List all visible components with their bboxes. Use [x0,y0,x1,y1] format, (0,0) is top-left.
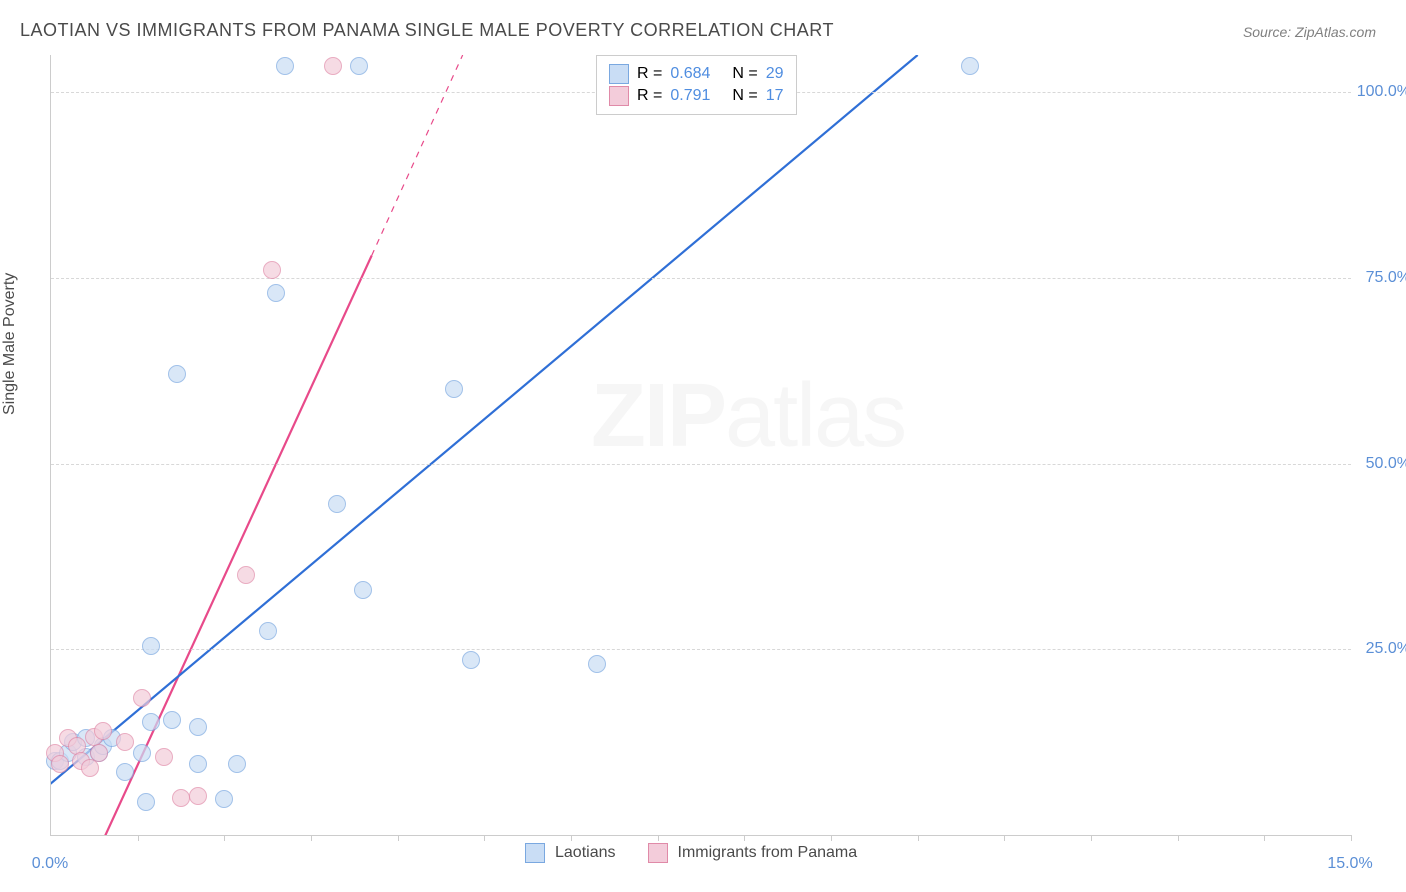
x-tick [658,835,659,841]
data-point-laotians [189,718,207,736]
y-tick-label: 75.0% [1356,269,1406,287]
data-point-panama [94,722,112,740]
legend-row-laotians: R = 0.684N = 29 [609,64,784,84]
x-tick [311,835,312,841]
data-point-laotians [354,581,372,599]
data-point-laotians [142,713,160,731]
x-tick [1004,835,1005,841]
data-point-panama [172,789,190,807]
data-point-laotians [267,284,285,302]
watermark: ZIPatlas [591,365,905,468]
data-point-laotians [462,651,480,669]
x-tick [1264,835,1265,841]
legend-swatch-panama [648,843,668,863]
legend-label-laotians: Laotians [555,844,616,862]
data-point-panama [116,733,134,751]
x-tick [571,835,572,841]
series-legend: Laotians Immigrants from Panama [525,843,879,863]
data-point-laotians [215,790,233,808]
source-attribution: Source: ZipAtlas.com [1243,24,1376,40]
data-point-laotians [163,711,181,729]
y-tick-label: 100.0% [1356,83,1406,101]
data-point-laotians [588,655,606,673]
data-point-panama [133,689,151,707]
data-point-laotians [168,365,186,383]
x-tick [398,835,399,841]
data-point-panama [324,57,342,75]
y-tick-label: 25.0% [1356,640,1406,658]
y-tick-label: 50.0% [1356,455,1406,473]
legend-label-panama: Immigrants from Panama [678,844,858,862]
legend-swatch-laotians [525,843,545,863]
x-tick [1178,835,1179,841]
gridline [51,278,1351,279]
gridline [51,464,1351,465]
trend-lines [51,55,1351,835]
correlation-legend: R = 0.684N = 29R = 0.791N = 17 [596,55,797,115]
x-tick [224,835,225,841]
data-point-laotians [445,380,463,398]
data-point-laotians [276,57,294,75]
data-point-laotians [116,763,134,781]
data-point-laotians [137,793,155,811]
x-tick-label: 15.0% [1327,855,1372,873]
data-point-laotians [328,495,346,513]
gridline [51,649,1351,650]
data-point-laotians [133,744,151,762]
data-point-panama [189,787,207,805]
data-point-laotians [228,755,246,773]
x-tick [138,835,139,841]
data-point-laotians [350,57,368,75]
chart-title: LAOTIAN VS IMMIGRANTS FROM PANAMA SINGLE… [20,20,834,41]
x-tick [744,835,745,841]
x-tick [1091,835,1092,841]
data-point-laotians [189,755,207,773]
data-point-panama [237,566,255,584]
data-point-laotians [961,57,979,75]
data-point-panama [51,755,69,773]
data-point-panama [90,744,108,762]
data-point-laotians [142,637,160,655]
x-tick [831,835,832,841]
x-tick [918,835,919,841]
data-point-panama [263,261,281,279]
x-tick [1351,835,1352,841]
plot-area: ZIPatlas 25.0%50.0%75.0%100.0% [50,55,1351,836]
y-axis-label: Single Male Poverty [1,273,19,415]
data-point-panama [155,748,173,766]
data-point-laotians [259,622,277,640]
x-tick-label: 0.0% [32,855,68,873]
legend-row-panama: R = 0.791N = 17 [609,86,784,106]
x-tick [484,835,485,841]
